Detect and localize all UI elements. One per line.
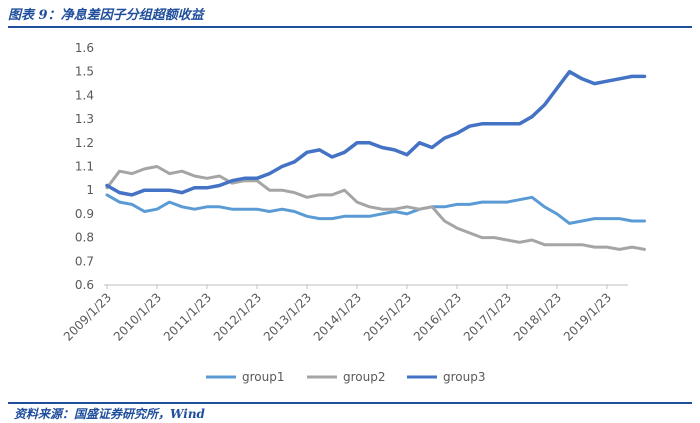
y-tick-label: 1.1	[75, 160, 94, 174]
y-tick-label: 1.3	[75, 112, 94, 126]
y-tick-label: 1.4	[75, 88, 94, 102]
y-tick-label: 1.6	[75, 41, 94, 55]
x-tick-label: 2019/1/23	[561, 290, 614, 343]
x-tick-label: 2010/1/23	[111, 290, 164, 343]
x-tick-label: 2013/1/23	[261, 290, 314, 343]
y-tick-label: 1.5	[75, 65, 94, 79]
series-lines	[105, 69, 647, 251]
series-line-group2	[105, 165, 646, 251]
source-note: 资料来源：国盛证券研究所，Wind	[14, 407, 205, 421]
y-tick-label: 0.9	[75, 207, 94, 221]
x-tick-label: 2011/1/23	[161, 290, 214, 343]
series-line-group1	[105, 193, 646, 225]
top-rule	[8, 26, 692, 28]
legend-label-group3: group3	[443, 370, 486, 384]
x-tick-label: 2017/1/23	[461, 290, 514, 343]
y-tick-label: 0.8	[75, 231, 94, 245]
x-axis: 2009/1/232010/1/232011/1/232012/1/232013…	[61, 284, 628, 344]
legend-label-group1: group1	[242, 370, 285, 384]
y-tick-label: 1	[86, 183, 94, 197]
chart-title: 图表 9：净息差因子分组超额收益	[8, 8, 204, 23]
x-tick-label: 2015/1/23	[361, 290, 414, 343]
bottom-rule	[8, 402, 692, 404]
x-tick-label: 2012/1/23	[211, 290, 264, 343]
y-axis: 0.6 0.7 0.8 0.9 1 1.1 1.2 1.3 1.4 1.5 1.6	[75, 41, 94, 292]
legend-label-group2: group2	[343, 370, 386, 384]
series-line-group3	[105, 69, 647, 197]
x-tick-label: 2018/1/23	[511, 290, 564, 343]
y-tick-label: 1.2	[75, 136, 94, 150]
x-tick-label: 2016/1/23	[411, 290, 464, 343]
y-tick-label: 0.6	[75, 278, 94, 292]
legend: group1 group2 group3	[206, 370, 486, 384]
y-tick-label: 0.7	[75, 254, 94, 268]
x-tick-label: 2009/1/23	[61, 290, 114, 343]
x-tick-label: 2014/1/23	[311, 290, 364, 343]
